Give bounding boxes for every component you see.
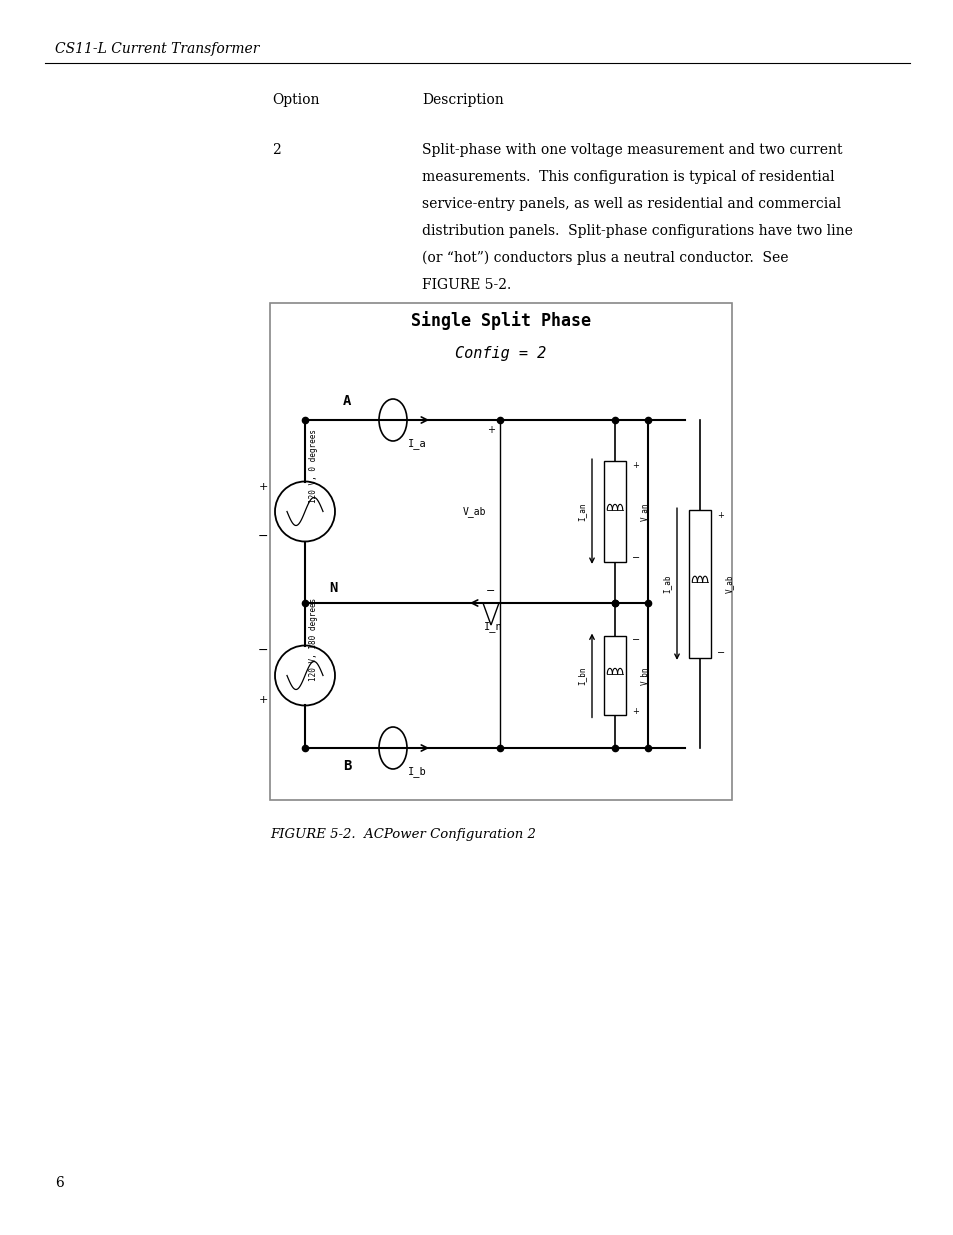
Text: Description: Description — [421, 93, 503, 107]
Text: +: + — [258, 482, 268, 492]
Text: −: − — [631, 635, 639, 645]
Text: service-entry panels, as well as residential and commercial: service-entry panels, as well as residen… — [421, 198, 841, 211]
Bar — [270, 303, 731, 800]
Text: CS11-L Current Transformer: CS11-L Current Transformer — [55, 42, 259, 56]
Text: measurements.  This configuration is typical of residential: measurements. This configuration is typi… — [421, 170, 834, 184]
Text: I_an: I_an — [577, 503, 586, 521]
Text: V_ab: V_ab — [723, 574, 733, 593]
Text: V_ab: V_ab — [462, 506, 485, 517]
Text: V_bn: V_bn — [639, 666, 648, 684]
Text: Single Split Phase: Single Split Phase — [411, 311, 590, 330]
Text: I_ab: I_ab — [661, 574, 671, 593]
Text: (or “hot”) conductors plus a neutral conductor.  See: (or “hot”) conductors plus a neutral con… — [421, 251, 788, 266]
Text: distribution panels.  Split-phase configurations have two line: distribution panels. Split-phase configu… — [421, 224, 852, 238]
Text: −: − — [257, 530, 268, 543]
Text: N: N — [329, 580, 336, 595]
Text: 120 V, 0 degrees: 120 V, 0 degrees — [308, 429, 317, 503]
Text: Split-phase with one voltage measurement and two current: Split-phase with one voltage measurement… — [421, 143, 841, 157]
Text: +: + — [631, 461, 639, 469]
Text: −: − — [631, 553, 639, 563]
Text: FIGURE 5-2.  ACPower Configuration 2: FIGURE 5-2. ACPower Configuration 2 — [270, 827, 536, 841]
Text: −: − — [717, 648, 724, 658]
Text: FIGURE 5-2.: FIGURE 5-2. — [421, 278, 511, 291]
Text: 6: 6 — [55, 1176, 64, 1191]
Text: 120 V, 180 degrees: 120 V, 180 degrees — [308, 598, 317, 680]
Text: −: − — [257, 643, 268, 657]
Text: +: + — [258, 695, 268, 705]
Text: +: + — [631, 706, 639, 716]
Bar — [603, 636, 625, 715]
Text: +: + — [486, 425, 495, 435]
Text: A: A — [342, 394, 351, 408]
Text: I_a: I_a — [407, 438, 426, 448]
Text: I_b: I_b — [407, 766, 426, 777]
Text: B: B — [342, 760, 351, 773]
Text: I_n: I_n — [483, 621, 502, 632]
Text: I_bn: I_bn — [577, 666, 586, 684]
Text: 2: 2 — [272, 143, 280, 157]
Text: −: − — [485, 585, 495, 597]
Bar — [603, 461, 625, 562]
Text: +: + — [717, 511, 723, 520]
Text: Config = 2: Config = 2 — [455, 346, 546, 361]
Text: V_an: V_an — [639, 503, 648, 521]
Text: Option: Option — [272, 93, 319, 107]
Bar — [688, 510, 710, 658]
